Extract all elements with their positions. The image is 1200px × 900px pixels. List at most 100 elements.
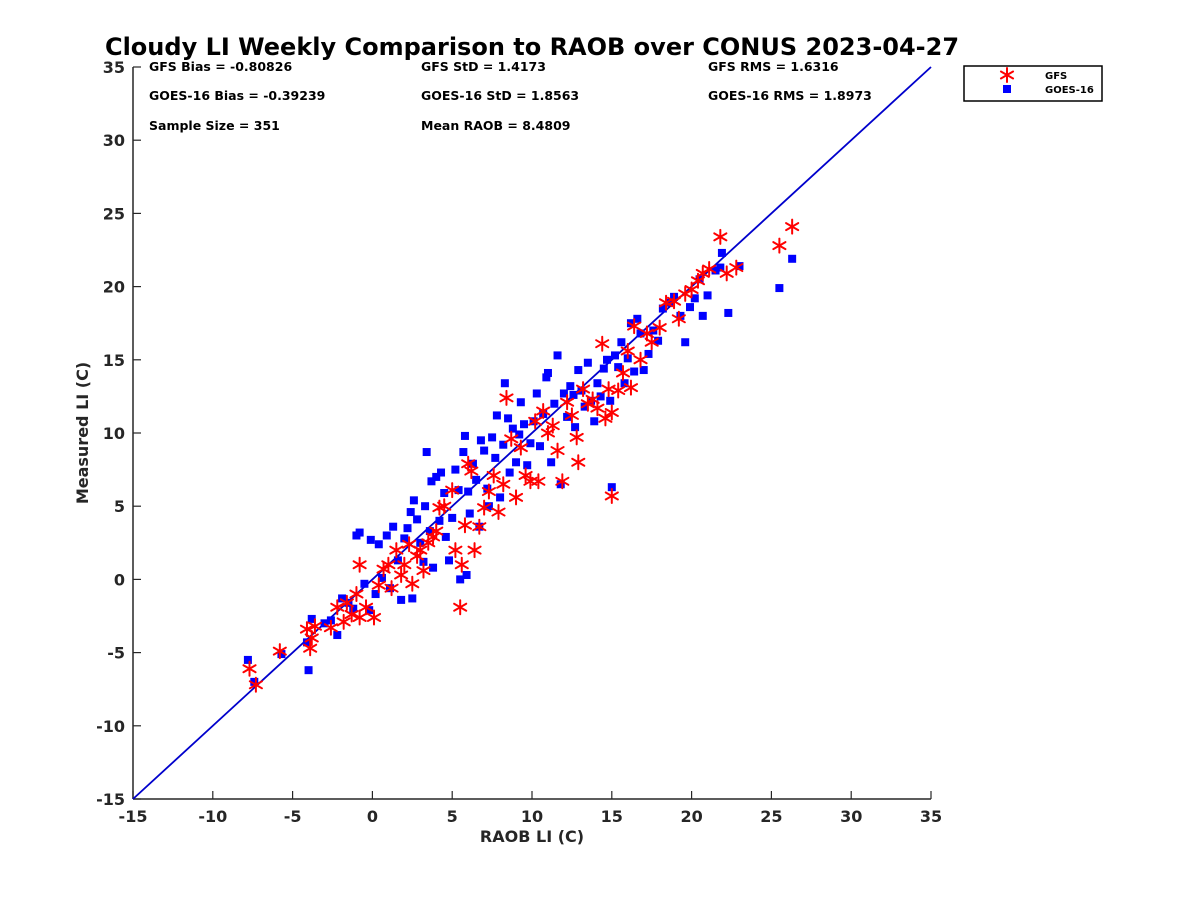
goes16-point xyxy=(389,522,398,531)
gfs-point xyxy=(671,310,686,327)
goes16-point xyxy=(491,453,500,462)
goes16-point xyxy=(456,575,465,584)
goes16-point xyxy=(603,355,612,364)
goes16-point xyxy=(465,509,474,518)
goes16-point xyxy=(590,417,599,426)
legend: GFS GOES-16 xyxy=(963,65,1103,102)
gfs-point xyxy=(371,577,386,594)
gfs-point xyxy=(477,499,492,516)
gfs-point xyxy=(429,523,444,540)
one-to-one-line xyxy=(132,66,932,800)
stat-gfs-rms: GFS RMS = 1.6316 xyxy=(708,59,839,74)
goes16-point xyxy=(574,366,583,375)
gfs-point xyxy=(454,556,469,573)
goes16-point xyxy=(464,487,473,496)
gfs-point xyxy=(666,293,682,310)
x-tick-label: 20 xyxy=(680,807,702,826)
gfs-point xyxy=(303,640,318,657)
gfs-point xyxy=(349,586,364,603)
goes16-point xyxy=(338,594,347,603)
goes16-point xyxy=(724,308,733,317)
goes16-point xyxy=(559,389,568,398)
goes16-point xyxy=(406,508,415,517)
gfs-point xyxy=(620,343,635,360)
gfs-point xyxy=(352,556,367,573)
y-tick-label: 25 xyxy=(103,204,125,223)
goes16-point xyxy=(610,351,619,360)
gfs-point xyxy=(481,483,496,500)
goes16-point xyxy=(523,461,532,470)
gfs-point xyxy=(445,482,460,499)
goes16-point xyxy=(440,489,449,498)
gfs-point xyxy=(627,318,642,335)
legend-asterisk-marker xyxy=(999,67,1015,83)
goes16-point xyxy=(508,424,517,433)
goes16-point xyxy=(658,304,667,313)
goes16-point xyxy=(476,436,485,445)
x-tick-label: 15 xyxy=(601,807,623,826)
goes16-point xyxy=(349,604,358,613)
gfs-point xyxy=(555,473,570,490)
goes16-point xyxy=(690,294,699,303)
gfs-point xyxy=(397,556,412,573)
goes16-point xyxy=(441,532,450,541)
goes16-point xyxy=(445,556,454,565)
y-tick-label: 10 xyxy=(103,424,125,443)
gfs-point xyxy=(464,463,479,480)
gfs-point xyxy=(595,335,610,352)
y-tick-label: 35 xyxy=(103,58,125,77)
gfs-point xyxy=(339,594,354,611)
goes16-point xyxy=(596,392,605,401)
y-tick-label: 30 xyxy=(103,131,125,150)
gfs-point xyxy=(402,536,417,553)
goes16-point xyxy=(654,336,663,345)
gfs-point xyxy=(352,609,367,626)
goes16-point xyxy=(397,595,406,604)
gfs-point xyxy=(457,517,473,534)
goes16-point xyxy=(451,465,460,474)
goes16-point xyxy=(371,590,380,599)
gfs-series xyxy=(242,218,800,693)
goes16-point xyxy=(250,677,259,686)
legend-box xyxy=(963,65,1103,102)
goes16-point xyxy=(566,382,575,391)
gfs-point xyxy=(323,619,338,636)
gfs-point xyxy=(472,518,487,535)
goes16-point xyxy=(462,571,471,580)
gfs-point xyxy=(576,381,591,398)
reference-line-layer xyxy=(132,66,932,800)
goes16-point xyxy=(593,379,602,388)
x-tick-label: -10 xyxy=(198,807,227,826)
goes16-point xyxy=(676,311,685,320)
chart-title: Cloudy LI Weekly Comparison to RAOB over… xyxy=(105,33,959,61)
gfs-point xyxy=(416,562,431,579)
goes16-point xyxy=(563,412,572,421)
gfs-point xyxy=(623,379,639,396)
goes16-point xyxy=(472,475,481,484)
goes16-point xyxy=(413,515,422,524)
gfs-point xyxy=(389,542,404,559)
gfs-point xyxy=(611,382,626,399)
legend-goes16-label: GOES-16 xyxy=(1045,85,1094,96)
gfs-point xyxy=(536,403,551,420)
gfs-point xyxy=(590,400,605,417)
y-tick-label: -15 xyxy=(96,790,125,809)
goes16-point xyxy=(377,573,386,582)
goes16-point xyxy=(277,650,286,659)
goes16-point xyxy=(550,399,559,408)
goes16-point xyxy=(422,448,431,457)
stat-goes-bias: GOES-16 Bias = -0.39239 xyxy=(149,88,325,103)
goes16-point xyxy=(435,516,444,525)
gfs-point xyxy=(633,351,648,368)
gfs-point xyxy=(531,473,546,490)
goes16-point xyxy=(366,535,375,544)
x-tick-label: -5 xyxy=(284,807,302,826)
goes16-point xyxy=(459,448,468,457)
goes16-point xyxy=(374,540,383,549)
goes16-series xyxy=(243,248,797,686)
goes16-point xyxy=(516,398,525,407)
legend-square-marker xyxy=(1003,85,1011,93)
goes16-point xyxy=(302,638,311,647)
goes16-point xyxy=(360,579,369,588)
